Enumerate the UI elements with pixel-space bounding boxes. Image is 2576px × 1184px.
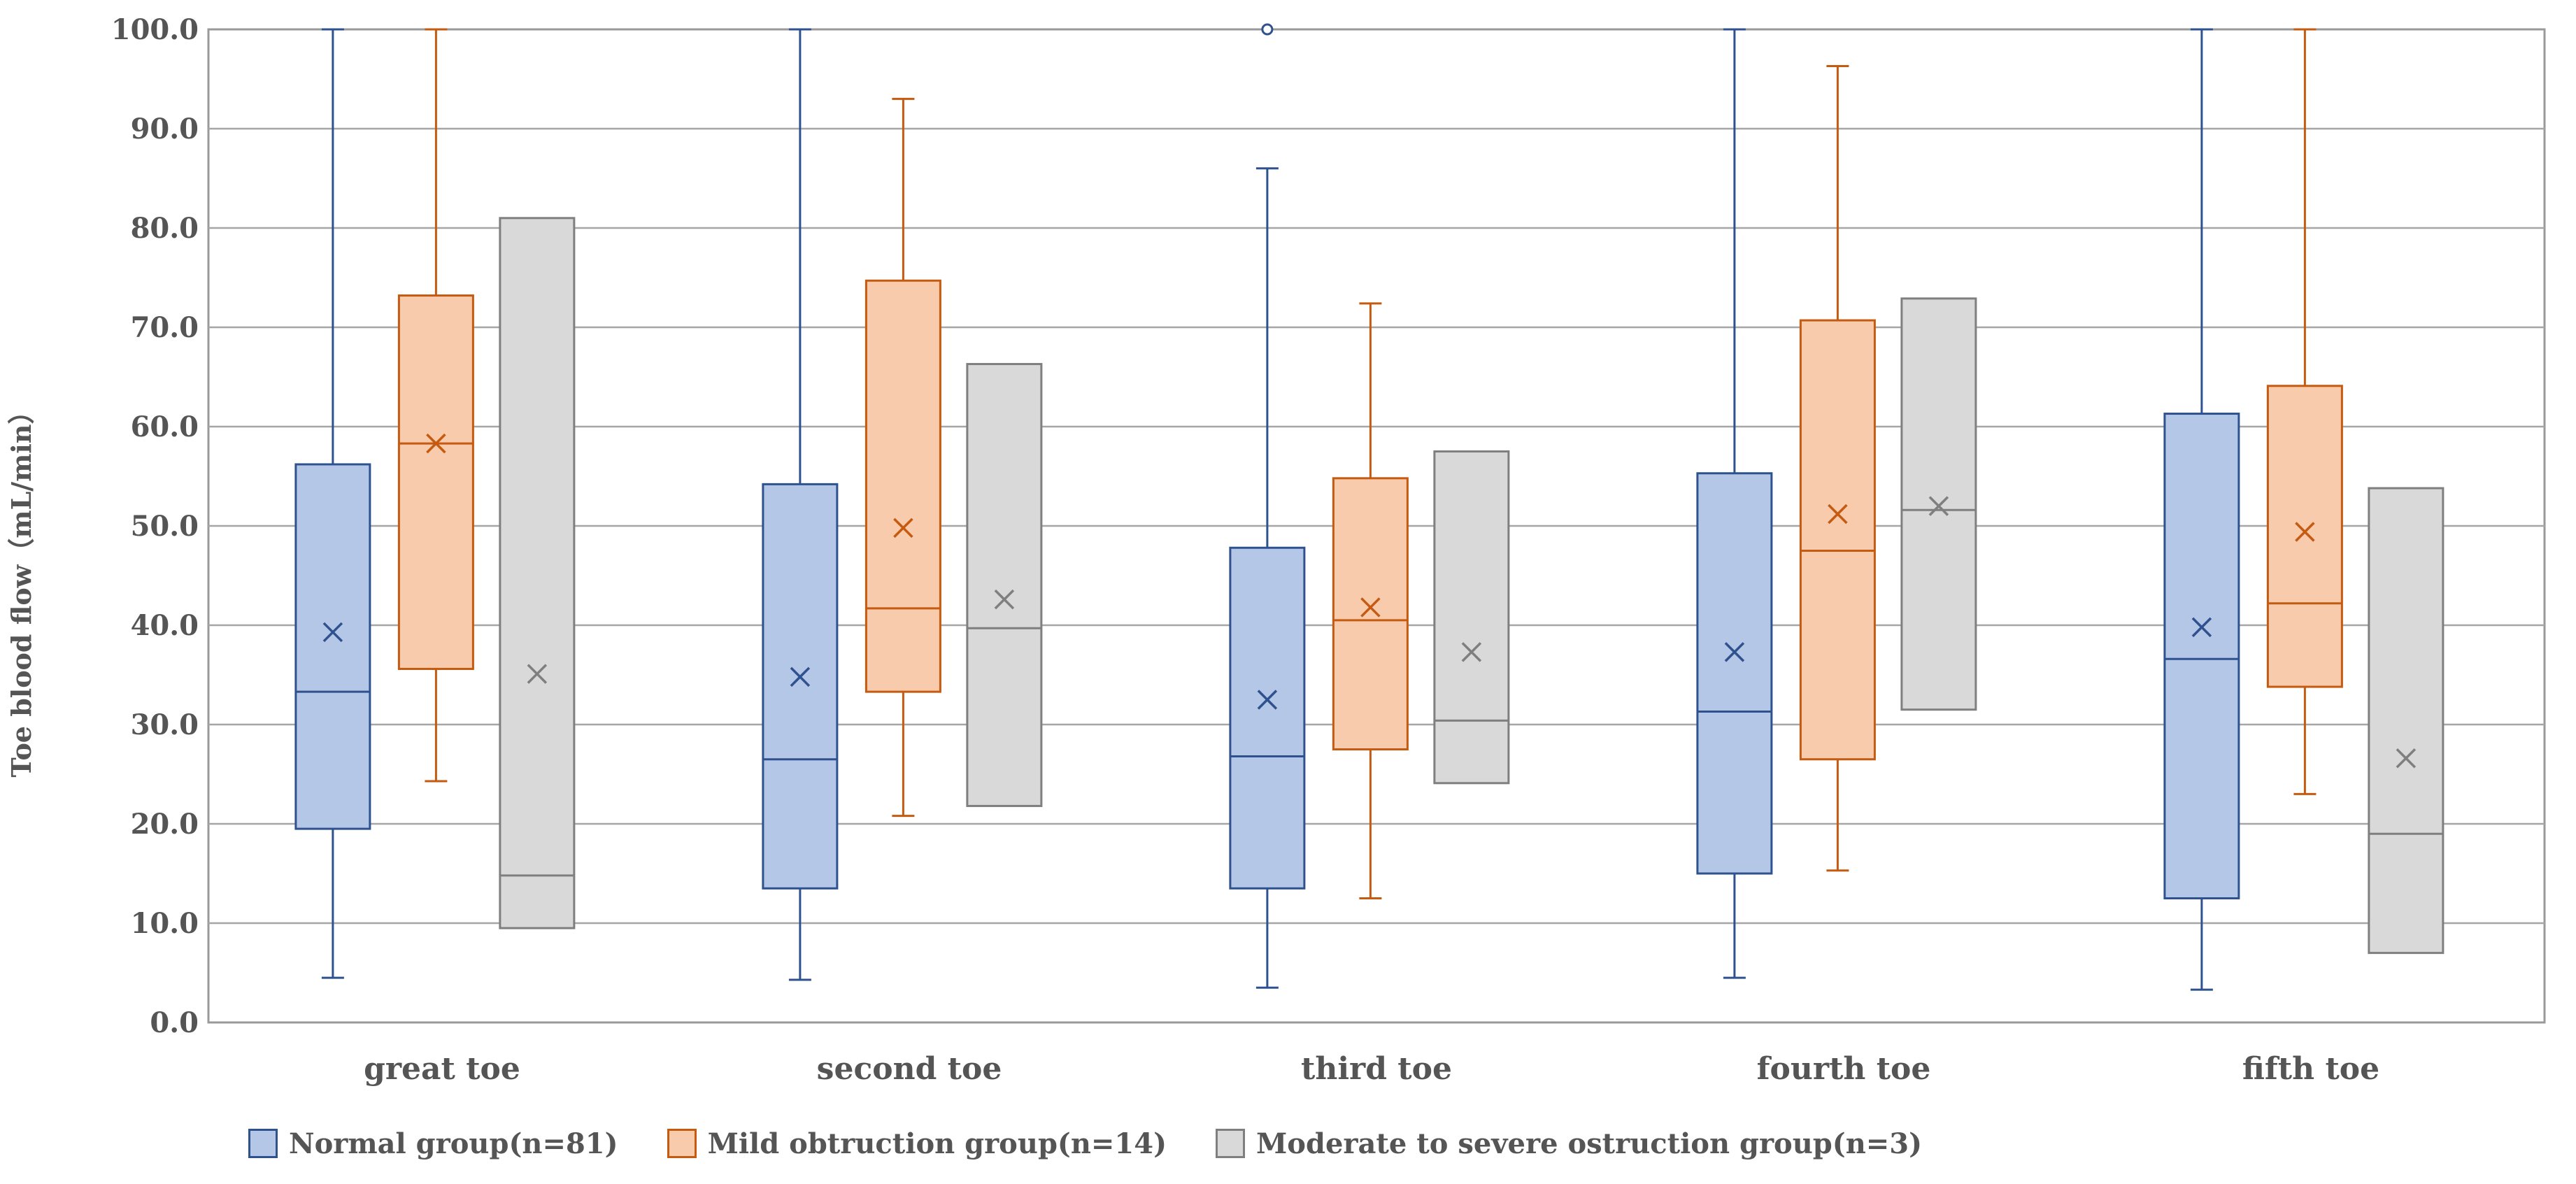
mean-marker [994, 589, 1015, 610]
x-tick-label: fifth toe [2242, 1051, 2379, 1087]
box-iqr [762, 483, 839, 890]
box-iqr [1696, 472, 1773, 875]
box-0-3 [1696, 28, 1773, 979]
mean-marker [1360, 597, 1381, 618]
mean-marker [790, 666, 811, 687]
box-2-2 [1433, 450, 1510, 785]
box-iqr [2368, 487, 2445, 955]
y-tick-label: 50.0 [131, 510, 199, 543]
mean-marker [322, 622, 343, 643]
y-tick-label: 90.0 [131, 113, 199, 145]
legend-item: Mild obtruction group(n=14) [667, 1127, 1167, 1160]
box-iqr [2266, 385, 2343, 688]
gridlines [208, 127, 2545, 925]
y-tick-label: 70.0 [131, 311, 199, 344]
box-0-4 [2163, 28, 2240, 991]
legend-swatch [248, 1129, 278, 1158]
mean-marker [1461, 642, 1482, 662]
legend-item: Moderate to severe ostruction group(n=3) [1216, 1127, 1922, 1160]
mean-marker [893, 518, 913, 538]
box-iqr [864, 279, 941, 693]
box-0-2 [1229, 23, 1306, 989]
box-2-0 [499, 217, 576, 929]
legend-swatch [667, 1129, 697, 1158]
mean-marker [2396, 748, 2417, 769]
box-iqr [1229, 546, 1306, 890]
box-0-0 [294, 28, 371, 979]
box-iqr [397, 294, 474, 670]
mean-marker [2295, 522, 2315, 542]
box-2-4 [2368, 487, 2445, 955]
y-tick-label: 0.0 [150, 1006, 199, 1039]
box-iqr [294, 463, 371, 830]
box-iqr [1332, 477, 1409, 751]
legend-label: Normal group(n=81) [289, 1127, 618, 1160]
box-iqr [1900, 297, 1977, 711]
mean-marker [1724, 642, 1745, 662]
y-tick-label: 30.0 [131, 708, 199, 741]
y-tick-label: 60.0 [131, 411, 199, 443]
mean-marker [1928, 496, 1949, 516]
box-iqr [966, 363, 1043, 807]
outlier-point [1261, 23, 1274, 36]
box-1-0 [397, 28, 474, 783]
mean-marker [2191, 617, 2212, 638]
x-tick-label: great toe [364, 1051, 520, 1087]
box-1-3 [1799, 65, 1876, 872]
mean-marker [1828, 504, 1848, 525]
legend-swatch [1216, 1129, 1246, 1158]
y-axis-ticks: 0.0 10.0 20.0 30.0 40.0 50.0 60.0 70.0 80.0 90.0 1… [111, 13, 199, 1039]
legend: Normal group(n=81) Mild obtruction group(… [248, 1119, 2556, 1168]
x-axis-ticks: great toe second toe third toe fourth toe fi… [364, 1051, 2379, 1087]
y-tick-label: 10.0 [131, 907, 199, 940]
mean-marker [1257, 690, 1278, 710]
box-1-2 [1332, 302, 1409, 899]
y-tick-label: 80.0 [131, 212, 199, 245]
legend-item: Normal group(n=81) [248, 1127, 618, 1160]
box-2-3 [1900, 297, 1977, 711]
legend-label: Moderate to severe ostruction group(n=3) [1256, 1127, 1923, 1160]
box-iqr [1799, 319, 1876, 761]
box-iqr [499, 217, 576, 929]
box-1-4 [2266, 28, 2343, 795]
x-tick-label: third toe [1301, 1051, 1452, 1087]
mean-marker [527, 664, 548, 684]
x-tick-label: second toe [817, 1051, 1002, 1087]
box-1-1 [864, 97, 941, 818]
mean-marker [426, 433, 446, 454]
box-0-1 [762, 28, 839, 981]
y-tick-label: 40.0 [131, 609, 199, 642]
box-iqr [1433, 450, 1510, 785]
y-tick-label: 100.0 [111, 13, 199, 46]
box-series [294, 23, 2445, 991]
y-axis-label: Toe blood flow（mL/min） [6, 398, 37, 778]
y-tick-label: 20.0 [131, 808, 199, 841]
legend-label: Mild obtruction group(n=14) [707, 1127, 1167, 1160]
box-iqr [2163, 413, 2240, 899]
box-2-1 [966, 363, 1043, 807]
x-tick-label: fourth toe [1757, 1051, 1931, 1087]
